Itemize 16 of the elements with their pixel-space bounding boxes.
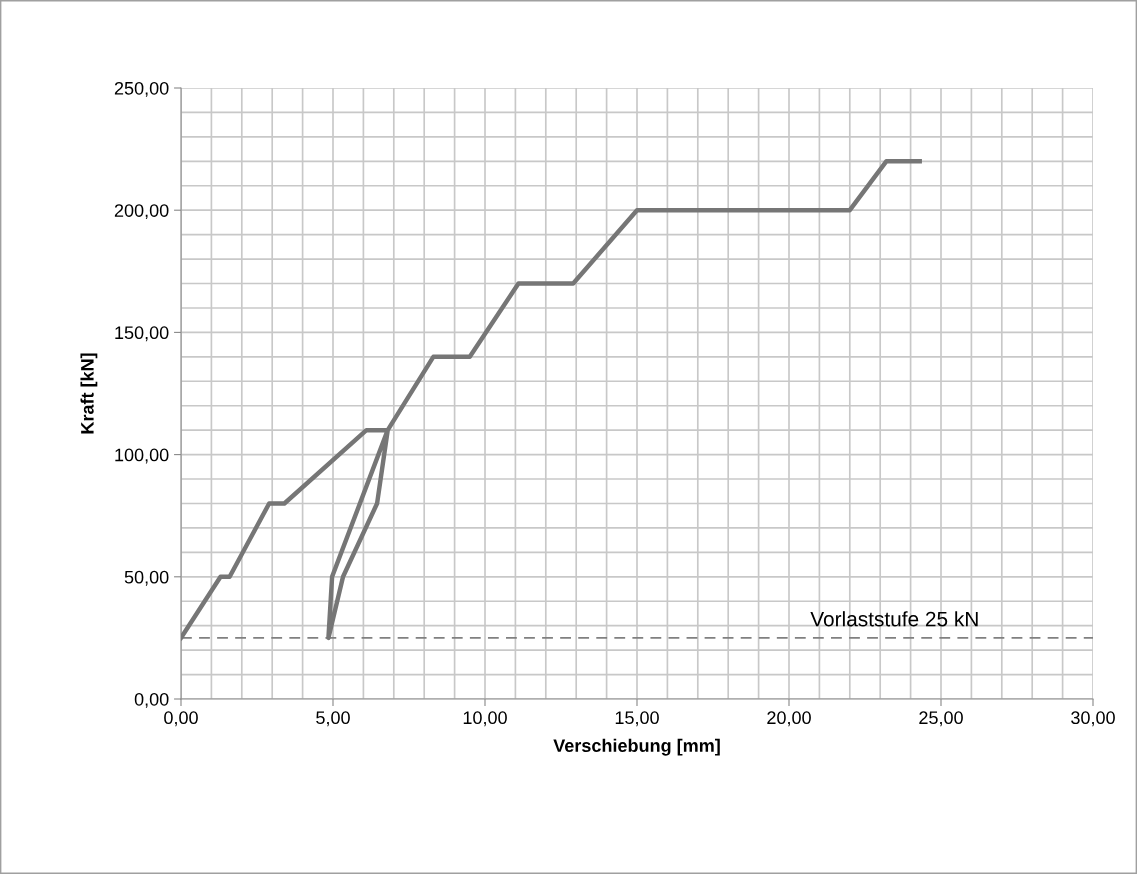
y-tick-label: 0,00	[134, 692, 169, 708]
x-tick-label: 15,00	[615, 711, 659, 727]
y-tick-label: 100,00	[115, 448, 169, 464]
x-tick-label: 20,00	[767, 711, 811, 727]
x-tick-label: 5,00	[316, 711, 350, 727]
ref-line-label: Vorlaststufe 25 kN	[810, 611, 978, 627]
y-tick-label: 250,00	[114, 81, 169, 97]
y-tick-label: 200,00	[114, 204, 169, 220]
y-tick-label: 50,00	[124, 570, 169, 586]
y-tick-label: 150,00	[115, 326, 169, 342]
y-axis-title: Kraft [kN]	[80, 353, 98, 434]
x-tick-label: 30,00	[1071, 711, 1115, 727]
x-tick-label: 25,00	[919, 711, 963, 727]
x-axis-title: Verschiebung [mm]	[553, 738, 720, 756]
x-tick-label: 0,00	[164, 711, 198, 727]
x-tick-label: 10,00	[463, 711, 507, 727]
